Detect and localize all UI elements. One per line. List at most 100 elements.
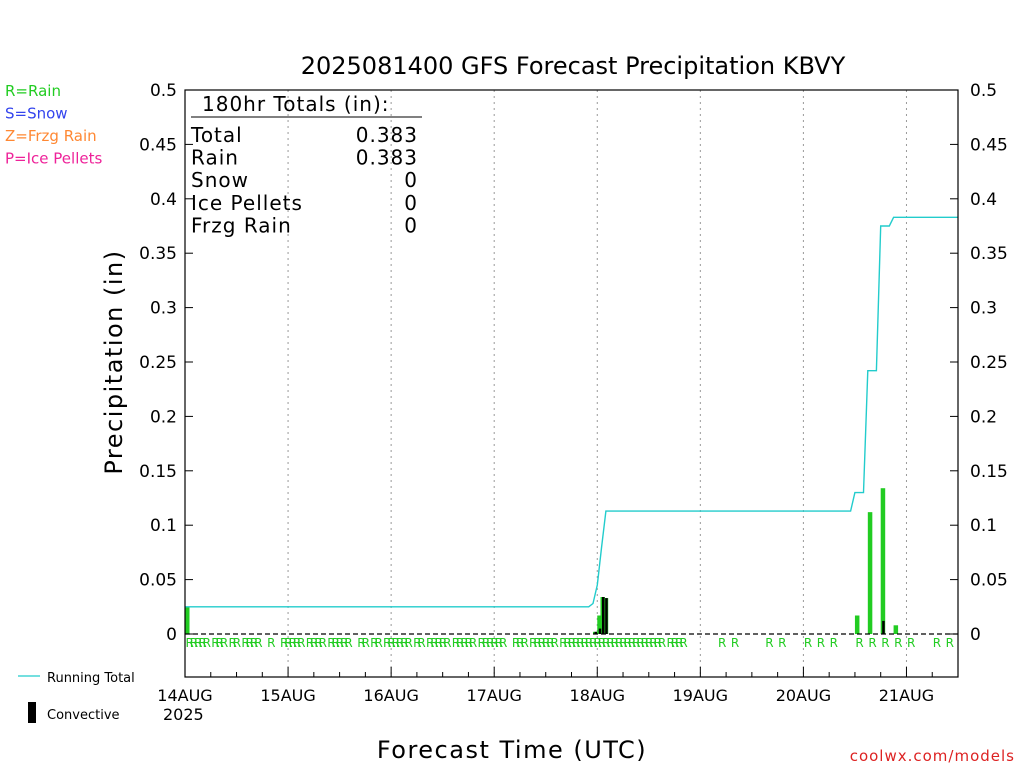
x-tick-label-1: 15AUG	[260, 686, 315, 705]
precip-type-marker: R	[289, 636, 297, 650]
precip-type-marker: R	[460, 636, 468, 650]
precip-type-marker: R	[456, 636, 464, 650]
totals-box: 180hr Totals (in): Total 0.383 Rain 0.383 Sno…	[190, 92, 422, 237]
rain-bar-2	[597, 615, 602, 634]
precip-type-marker: R	[598, 636, 606, 650]
precip-type-marker: R	[946, 636, 954, 650]
precip-type-marker: R	[284, 636, 292, 650]
precip-type-marker: R	[203, 636, 211, 650]
precip-type-marker: R	[817, 636, 825, 650]
precip-type-marker: R	[559, 636, 567, 650]
precip-type-marker: R	[486, 636, 494, 650]
legend-item-2: Z=Frzg Rain	[5, 127, 97, 145]
y-tick-label-right-8: 0.4	[970, 190, 997, 210]
precip-type-marker: R	[267, 636, 275, 650]
precip-type-marker: R	[413, 636, 421, 650]
x-tick-label-3: 17AUG	[466, 686, 521, 705]
rain-bar-5	[854, 615, 860, 634]
precip-type-marker: R	[551, 636, 559, 650]
precip-type-marker: R	[671, 636, 679, 650]
precip-type-marker: R	[220, 636, 228, 650]
convective-bar-1	[598, 628, 602, 634]
totals-label-4: Frzg Rain	[191, 213, 292, 237]
precip-type-marker: R	[250, 636, 258, 650]
y-axis-label: Precipitation (in)	[100, 249, 128, 474]
precip-type-marker: R	[306, 636, 314, 650]
y-tick-label-right-7: 0.35	[970, 244, 1008, 264]
y-tick-label-right-2: 0.1	[970, 516, 997, 536]
precip-type-marker: R	[654, 636, 662, 650]
precip-type-marker: R	[370, 636, 378, 650]
y-tick-label-right-1: 0.05	[970, 571, 1008, 591]
precip-type-marker: R	[443, 636, 451, 650]
precip-type-marker: R	[327, 636, 335, 650]
precip-type-marker: R	[645, 636, 653, 650]
rain-bar-0	[185, 606, 190, 634]
y-tick-label-left-6: 0.3	[150, 299, 177, 319]
y-axis-ticks: 0 00.05 0.050.1 0.10.15 0.150.2 0.20.25 0.250.…	[139, 81, 1008, 645]
precip-type-marker: R	[658, 636, 666, 650]
precip-type-marker: R	[533, 636, 541, 650]
y-tick-label-right-4: 0.2	[970, 407, 997, 427]
x-tick-label-4: 18AUG	[570, 686, 625, 705]
y-tick-label-left-1: 0.05	[139, 571, 177, 591]
precip-type-marker: R	[641, 636, 649, 650]
precip-type-marker: R	[576, 636, 584, 650]
precip-type-marker: R	[400, 636, 408, 650]
precip-type-marker: R	[907, 636, 915, 650]
precip-type-marker: R	[636, 636, 644, 650]
precip-type-marker: R	[619, 636, 627, 650]
precip-type-marker: R	[606, 636, 614, 650]
precip-type-marker: R	[585, 636, 593, 650]
precip-bars	[185, 488, 899, 634]
x-axis-ticks: 14AUG 15AUG 16AUG 17AUG 18AUG 19AUG 20AUG 21AUG	[157, 667, 934, 705]
precip-type-marker: R	[718, 636, 726, 650]
convective-bar-2	[601, 597, 605, 634]
precip-type-marker: R	[542, 636, 550, 650]
precip-type-marker: R	[731, 636, 739, 650]
precip-type-marker: R	[233, 636, 241, 650]
precip-type-marker: R	[546, 636, 554, 650]
precip-type-marker: R	[362, 636, 370, 650]
rain-bar-7	[880, 488, 886, 634]
precip-type-marker: R	[765, 636, 773, 650]
totals-value-4: 0	[404, 213, 418, 237]
precip-type-marker: R	[293, 636, 301, 650]
precip-type-marker: R	[632, 636, 640, 650]
precip-type-marker: R	[216, 636, 224, 650]
precip-type-marker: R	[198, 636, 206, 650]
plot-frame	[184, 89, 959, 678]
precip-type-marker: R	[490, 636, 498, 650]
precip-type-marker: R	[426, 636, 434, 650]
running-total-legend-label: Running Total	[47, 671, 135, 686]
precip-type-marker: R	[593, 636, 601, 650]
precip-type-marker: R	[405, 636, 413, 650]
y-tick-label-left-0: 0	[166, 625, 177, 645]
totals-value-2: 0	[404, 168, 418, 192]
precip-type-marker: R	[624, 636, 632, 650]
precip-type-marker: R	[512, 636, 520, 650]
precip-type-marker: R	[666, 636, 674, 650]
precip-type-marker: R	[254, 636, 262, 650]
precip-type-marker: R	[830, 636, 838, 650]
convective-bar-3	[605, 598, 608, 634]
precip-type-marker: R	[190, 636, 198, 650]
rain-bar-6	[867, 512, 873, 634]
source-credit: coolwx.com/models	[850, 747, 1015, 765]
x-tick-label-7: 21AUG	[879, 686, 934, 705]
precip-type-marker: R	[246, 636, 254, 650]
legend-item-0: R=Rain	[5, 82, 61, 100]
y-tick-label-right-6: 0.3	[970, 299, 997, 319]
totals-header: 180hr Totals (in):	[202, 92, 390, 116]
precip-type-marker: R	[396, 636, 404, 650]
x-tick-label-5: 19AUG	[673, 686, 728, 705]
totals-label-3: Ice Pellets	[191, 191, 303, 215]
precip-type-marker: R	[319, 636, 327, 650]
precip-type-marker: R	[611, 636, 619, 650]
precip-type-marker: R	[228, 636, 236, 650]
precip-type-marker: R	[452, 636, 460, 650]
precip-type-marker: R	[336, 636, 344, 650]
precip-type-marker: R	[855, 636, 863, 650]
precip-type-marker: R	[529, 636, 537, 650]
precip-type-marker: R	[465, 636, 473, 650]
